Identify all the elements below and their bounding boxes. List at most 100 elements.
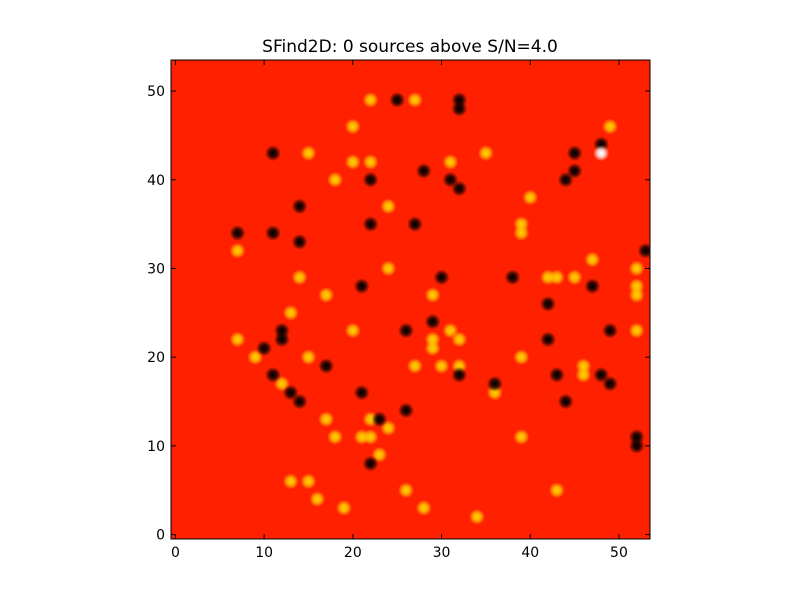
source-blob [602, 375, 619, 392]
source-blob [291, 269, 308, 286]
source-blob [477, 145, 494, 162]
source-blob [566, 145, 583, 162]
source-blob [406, 216, 423, 233]
source-blob [300, 473, 317, 490]
y-tick-label: 0 [156, 528, 165, 544]
source-blob [291, 393, 308, 410]
source-blob [353, 278, 370, 295]
source-blob [628, 437, 645, 454]
source-blob [327, 171, 344, 188]
source-blob [229, 242, 246, 259]
y-tick-label: 40 [147, 173, 165, 189]
source-blob [362, 91, 379, 108]
source-blob [504, 269, 521, 286]
source-blob [335, 499, 352, 516]
source-blob [318, 411, 335, 428]
source-blob [309, 491, 326, 508]
y-tick-label: 50 [147, 84, 165, 100]
source-blob [362, 171, 379, 188]
x-tick-label: 20 [344, 545, 362, 561]
source-blob [362, 216, 379, 233]
source-blob [513, 224, 530, 241]
source-blob [256, 340, 273, 357]
source-blob [398, 482, 415, 499]
source-blob [539, 331, 556, 348]
source-blob [380, 260, 397, 277]
source-blob [406, 358, 423, 375]
source-blob [451, 180, 468, 197]
x-tick-label: 10 [255, 545, 273, 561]
source-blob [442, 154, 459, 171]
y-tick-label: 10 [147, 439, 165, 455]
source-blob [389, 91, 406, 108]
source-blob [424, 340, 441, 357]
source-blob [584, 251, 601, 268]
source-blob [406, 91, 423, 108]
source-blob [415, 499, 432, 516]
source-blob [265, 366, 282, 383]
source-blob [566, 269, 583, 286]
source-blob [451, 331, 468, 348]
source-blob [451, 366, 468, 383]
source-blob [282, 304, 299, 321]
source-blob [548, 366, 565, 383]
x-tick-label: 0 [171, 545, 180, 561]
source-blob [300, 145, 317, 162]
source-blob [229, 224, 246, 241]
x-tick-label: 40 [521, 545, 539, 561]
source-blob [362, 154, 379, 171]
chart-title: SFind2D: 0 sources above S/N=4.0 [262, 37, 558, 57]
source-blob [522, 189, 539, 206]
plot-frame [170, 59, 651, 540]
source-blob [265, 145, 282, 162]
source-blob [513, 428, 530, 445]
source-blob [424, 287, 441, 304]
source-blob [265, 224, 282, 241]
source-blob [282, 473, 299, 490]
source-blob [229, 331, 246, 348]
source-blob [628, 322, 645, 339]
source-blob [539, 295, 556, 312]
source-blob [451, 100, 468, 117]
image-background [171, 60, 650, 539]
source-blob [344, 322, 361, 339]
source-blob [344, 118, 361, 135]
source-blob [398, 402, 415, 419]
source-blob [398, 322, 415, 339]
source-blob [637, 242, 650, 259]
source-blob [327, 428, 344, 445]
source-blob [362, 455, 379, 472]
source-blob [548, 269, 565, 286]
source-blob [628, 260, 645, 277]
source-blob [602, 118, 619, 135]
source-blob [433, 358, 450, 375]
x-tick-label: 30 [433, 545, 451, 561]
source-blob [593, 145, 610, 162]
source-blob [486, 375, 503, 392]
source-blob [575, 366, 592, 383]
source-blob [318, 358, 335, 375]
source-blob [433, 269, 450, 286]
source-blob [602, 322, 619, 339]
x-tick-label: 50 [610, 545, 628, 561]
source-blob [557, 171, 574, 188]
y-tick-label: 30 [147, 261, 165, 277]
source-blob [291, 233, 308, 250]
source-blob [513, 349, 530, 366]
source-blob [469, 508, 486, 525]
y-tick-label: 20 [147, 350, 165, 366]
source-blob [318, 287, 335, 304]
source-blob [291, 198, 308, 215]
source-blob [584, 278, 601, 295]
source-blob [353, 384, 370, 401]
source-blob [344, 154, 361, 171]
source-blob [628, 287, 645, 304]
source-blob [300, 349, 317, 366]
source-blob [557, 393, 574, 410]
sources [229, 91, 650, 525]
source-blob [548, 482, 565, 499]
source-blob [380, 198, 397, 215]
source-blob [424, 313, 441, 330]
source-blob [273, 331, 290, 348]
